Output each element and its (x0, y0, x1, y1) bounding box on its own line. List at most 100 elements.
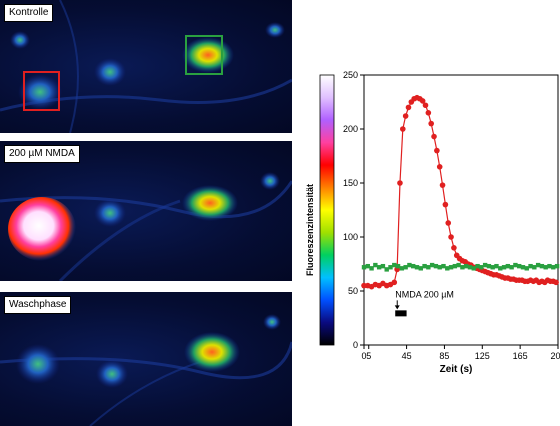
data-point (400, 126, 406, 132)
data-point (494, 263, 499, 269)
data-point (486, 263, 492, 269)
data-point (524, 266, 529, 271)
data-point (369, 266, 374, 271)
data-point (431, 133, 437, 140)
data-point (405, 104, 412, 111)
fluorescence-chart: Fluoreszenzintensität 0 50 100 150 200 250 0 5 4… (305, 70, 560, 375)
data-point (460, 265, 465, 270)
data-point (448, 265, 454, 270)
x-tick-label: 0 (361, 351, 366, 361)
panel-label-control: Kontrolle (4, 4, 54, 22)
data-point (467, 265, 473, 270)
data-point (402, 113, 409, 119)
data-point (456, 262, 461, 268)
colorbar (319, 74, 335, 346)
data-point (365, 263, 370, 269)
data-point (414, 265, 420, 270)
data-point (425, 110, 432, 116)
micrograph-image (0, 0, 292, 133)
data-point (505, 263, 511, 269)
y-tick-label: 200 (343, 124, 358, 134)
data-point (498, 266, 503, 271)
x-tick-label: 45 (402, 351, 412, 361)
data-point (451, 245, 457, 251)
data-point (419, 98, 426, 104)
data-point (539, 263, 545, 269)
x-tick-label: 125 (475, 351, 490, 361)
data-point (445, 220, 452, 226)
y-tick-label: 50 (348, 286, 358, 296)
plot-frame (363, 74, 559, 346)
data-point (543, 265, 548, 270)
data-point (452, 263, 458, 269)
y-tick-label: 0 (353, 340, 358, 350)
data-point (397, 180, 403, 186)
data-point (434, 147, 440, 154)
annotation-arrowhead (394, 305, 400, 310)
data-point (422, 263, 427, 269)
series-group (361, 94, 560, 290)
data-point (535, 262, 541, 268)
data-point (513, 262, 518, 268)
data-point (361, 265, 367, 270)
data-point (399, 266, 405, 271)
data-point (479, 265, 484, 270)
panel-label-nmda: 200 µM NMDA (4, 145, 80, 163)
data-point (380, 263, 386, 269)
data-point (392, 262, 397, 268)
data-point (448, 234, 454, 240)
data-point (553, 279, 559, 286)
data-point (532, 265, 537, 270)
data-point (475, 263, 480, 269)
data-point (490, 265, 495, 270)
data-point (501, 265, 507, 270)
y-tick-label: 100 (343, 232, 358, 242)
x-tick-label: 205 (550, 351, 560, 361)
data-point (388, 265, 393, 270)
data-point (428, 120, 434, 127)
micrograph-image (0, 314, 292, 426)
data-point (403, 265, 408, 270)
colorbar-gradient (319, 74, 335, 346)
data-point (445, 266, 450, 271)
panel-label-wash: Waschphase (4, 296, 72, 314)
y-tick-label: 250 (343, 70, 358, 80)
micrograph-panel-control: Kontrolle (0, 0, 292, 133)
data-point (439, 182, 446, 188)
data-point (437, 265, 442, 270)
data-point (418, 266, 423, 271)
data-point (436, 164, 443, 170)
data-point (422, 102, 429, 109)
data-point (441, 263, 446, 269)
data-point (528, 263, 533, 269)
micrograph-panel-nmda: 200 µM NMDA (0, 141, 292, 281)
colorbar-label: Fluoreszenzintensität (305, 184, 315, 276)
data-point (520, 265, 526, 270)
data-point (517, 263, 522, 269)
roi-green (185, 35, 223, 75)
data-point (509, 265, 514, 270)
data-point (411, 263, 416, 269)
x-tick-label: 5 (366, 351, 371, 361)
data-point (429, 262, 435, 268)
annotation-group: NMDA 200 µM (394, 289, 454, 317)
data-point (433, 263, 439, 269)
x-tick-label: 165 (513, 351, 528, 361)
data-point (395, 263, 401, 269)
micrograph-image (0, 172, 292, 281)
data-point (407, 262, 412, 268)
data-point (554, 263, 560, 269)
data-point (482, 262, 488, 268)
data-point (551, 265, 556, 270)
data-point (442, 201, 449, 208)
y-tick-label: 150 (343, 178, 358, 188)
data-point (391, 279, 398, 286)
x-tick-label: 85 (439, 351, 449, 361)
axes: 0 50 100 150 200 250 05 45 85 125 165 205 (343, 70, 560, 361)
data-point (373, 262, 378, 268)
micrograph-panel-wash: Waschphase (0, 292, 292, 426)
data-point (464, 263, 469, 269)
data-point (426, 265, 431, 270)
nmda-application-bar (395, 310, 407, 317)
data-point (471, 266, 476, 271)
